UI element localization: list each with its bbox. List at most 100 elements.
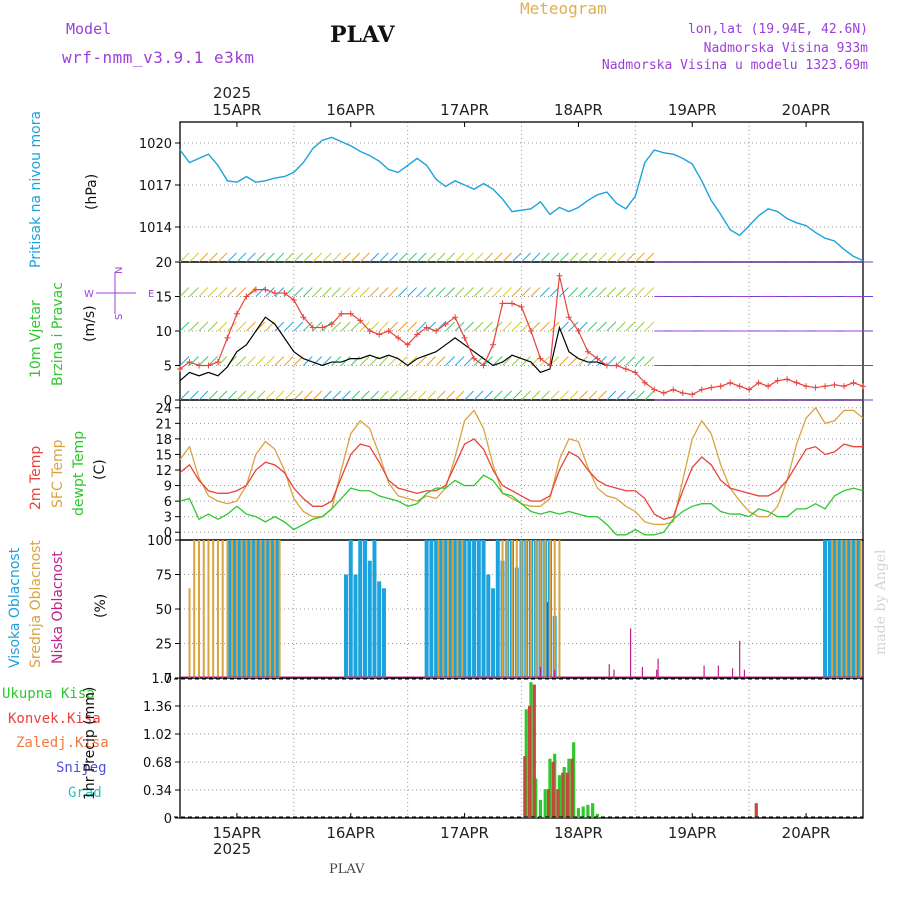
wind-speed-marker — [452, 314, 459, 321]
wind-barb — [198, 356, 209, 366]
wind-barb — [407, 252, 418, 263]
cloud-bar — [703, 665, 705, 678]
wind-gust-line — [179, 316, 608, 382]
wind-barb — [473, 321, 484, 332]
wind-barb — [597, 390, 607, 401]
cloud-bar — [254, 540, 257, 678]
cloud-bar — [250, 540, 253, 678]
wind-barb — [521, 321, 531, 332]
wind-barb — [198, 287, 209, 297]
precip-bar — [523, 756, 527, 818]
wind-barb — [359, 321, 370, 332]
wind-barb — [435, 287, 446, 297]
wind-speed-marker — [328, 321, 335, 328]
cloud-bar — [202, 540, 205, 678]
cloud-bar — [539, 540, 542, 678]
wind-barb — [302, 356, 313, 366]
wind-barb — [483, 356, 493, 366]
wind-speed-marker — [822, 383, 829, 390]
wind-barb — [312, 321, 323, 332]
wind-speed-marker — [233, 310, 240, 317]
wind-barb — [236, 356, 247, 366]
wind-speed-marker — [660, 390, 667, 397]
cloud-bar — [231, 540, 234, 678]
wind-barb — [549, 252, 560, 263]
wind-barb — [293, 356, 304, 366]
top-day-label: 19APR — [668, 101, 717, 119]
wind-barb — [321, 287, 332, 297]
y-tick-label: 50 — [155, 603, 172, 618]
cloud-bar — [546, 602, 549, 678]
wind-speed-marker — [803, 383, 810, 390]
y-tick-label: 6 — [164, 495, 172, 510]
wind-speed-marker — [793, 379, 800, 386]
cloud-bar — [486, 574, 491, 678]
wind-barb — [217, 252, 228, 263]
wind-barb — [350, 287, 361, 297]
cloud-bar — [278, 540, 281, 678]
wind-barb — [559, 390, 569, 401]
wind-speed-marker — [575, 328, 582, 334]
wind-barb — [606, 356, 617, 366]
wind-barb — [483, 321, 493, 332]
wind-barb — [597, 321, 607, 332]
wind-barb — [217, 356, 228, 366]
wind-barb — [540, 321, 550, 332]
wind-barb — [473, 252, 484, 263]
wind-speed-marker — [461, 334, 468, 341]
wind-speed-marker — [565, 314, 572, 321]
wind-barb — [502, 390, 512, 401]
wind-barb — [634, 356, 645, 366]
wind-speed-marker — [243, 293, 250, 300]
cloud-bar — [442, 540, 445, 678]
wind-barb — [359, 287, 370, 297]
precip-bar — [581, 806, 585, 818]
wind-barb — [388, 321, 399, 332]
wind-barb — [521, 287, 531, 297]
wind-barb — [265, 287, 275, 297]
wind-barb — [312, 287, 323, 297]
wind-barb — [492, 252, 503, 263]
wind-barbs — [179, 252, 873, 401]
wind-speed-marker — [414, 331, 421, 338]
wind-speed-marker — [214, 359, 221, 366]
cloud-bar — [462, 540, 467, 678]
wind-barb — [302, 252, 313, 263]
wind-barb — [521, 252, 531, 263]
wind-barb — [597, 287, 607, 297]
wind-barb — [464, 287, 474, 297]
precip-bar — [591, 803, 595, 818]
wind-barb — [217, 321, 228, 332]
wind-barb — [198, 321, 209, 332]
cloud-bar — [358, 540, 363, 678]
cloud-bar — [835, 540, 838, 678]
cloud-bar — [245, 540, 248, 678]
y-tick-label: 25 — [155, 638, 172, 653]
wind-barb — [464, 356, 474, 366]
cloud-bar — [641, 666, 644, 678]
cloud-bar — [269, 540, 272, 678]
cloud-bar — [739, 640, 741, 678]
wind-barb — [331, 356, 342, 366]
wind-barb — [312, 390, 323, 401]
precip-conv-title: Konvek.Kisa — [8, 711, 101, 727]
wind-barb — [625, 287, 636, 297]
wind-speed-marker — [281, 290, 288, 297]
wind-barb — [511, 390, 522, 401]
cloud-bar — [506, 540, 509, 678]
cloud-bar — [481, 540, 486, 678]
wind-barb — [483, 390, 493, 401]
wind-barb — [208, 390, 218, 401]
cloud-bar — [629, 628, 632, 678]
wind-barb — [559, 356, 569, 366]
wind-barb — [540, 356, 550, 366]
cloud-bar — [520, 540, 523, 678]
wind-barb — [435, 390, 446, 401]
sfc-temp-line — [179, 406, 864, 526]
wind-barb — [255, 390, 266, 401]
wind-speed-marker — [708, 384, 715, 391]
wind-barb — [530, 390, 541, 401]
top-day-label: 20APR — [782, 101, 831, 119]
wind-barb — [227, 287, 237, 297]
wind-speed-marker — [262, 286, 269, 293]
